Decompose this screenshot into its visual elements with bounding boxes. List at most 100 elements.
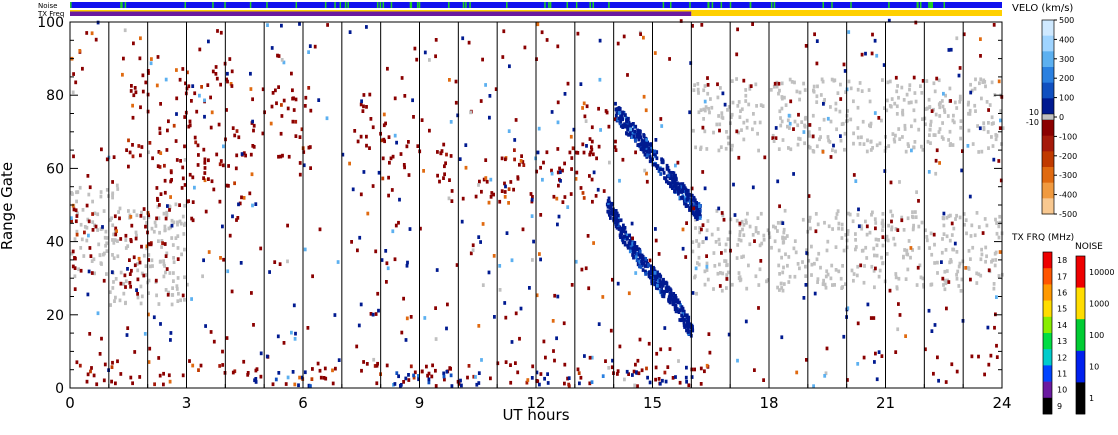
scatter-cell-gs xyxy=(901,111,904,115)
scatter-cell-gs xyxy=(762,237,766,242)
scatter-cell-noise xyxy=(871,32,874,37)
noise-bar-spike xyxy=(324,2,327,8)
scatter-cell-neg xyxy=(487,200,491,205)
scatter-cell-noise xyxy=(387,193,390,198)
scatter-cell-noise xyxy=(203,98,206,103)
scatter-cell-gs xyxy=(982,78,986,83)
scatter-cell-neg xyxy=(590,145,593,149)
scatter-cell-trace xyxy=(695,211,699,216)
scatter-cell-noise xyxy=(536,150,540,155)
scatter-cell-noise xyxy=(204,324,207,328)
scatter-cell-noise xyxy=(228,233,232,238)
scatter-cell-neg xyxy=(235,153,239,158)
scatter-cell-trace xyxy=(608,211,612,216)
scatter-cell-gs xyxy=(997,224,1001,229)
scatter-cell-neg xyxy=(193,135,197,140)
scatter-cell-trace xyxy=(626,117,630,121)
scatter-cell-trace xyxy=(656,270,659,275)
scatter-cell-noise xyxy=(133,350,137,354)
txfreq-scale-tick-label: 15 xyxy=(1057,305,1067,314)
scatter-cell-noise xyxy=(575,150,578,155)
scatter-cell-gs xyxy=(852,278,855,283)
scatter-cell-noise xyxy=(290,71,293,76)
scatter-cell-gs xyxy=(886,238,890,243)
scatter-cell-gs xyxy=(807,258,811,263)
scatter-cell-noise xyxy=(100,336,103,341)
scatter-cell-noise xyxy=(659,347,663,352)
scatter-cell-trace xyxy=(669,182,673,186)
scatter-cell-noise xyxy=(355,344,359,349)
scatter-cell-neg xyxy=(235,218,238,222)
scatter-cell-noise xyxy=(286,375,290,380)
scatter-cell-gs xyxy=(171,286,174,290)
scatter-cell-gs xyxy=(907,239,911,243)
scatter-cell-neg xyxy=(382,123,386,128)
scatter-cell-noise xyxy=(679,19,683,23)
scatter-cell-noise xyxy=(757,306,760,310)
scatter-cell-gs xyxy=(822,278,825,283)
scatter-cell-neg xyxy=(164,216,168,221)
scatter-cell-gs xyxy=(727,105,731,109)
scatter-cell-neg xyxy=(282,98,286,103)
scatter-cell-neg xyxy=(293,382,297,387)
scatter-cell-trace xyxy=(682,320,686,325)
scatter-cell-noise xyxy=(813,32,816,37)
scatter-cell-gs xyxy=(176,234,180,238)
scatter-cell-noise xyxy=(856,362,860,366)
noise-bar-spike xyxy=(376,2,379,8)
scatter-cell-noise xyxy=(360,99,363,104)
scatter-cell-gs xyxy=(719,271,722,275)
scatter-cell-gs xyxy=(778,88,781,93)
scatter-cell-noise xyxy=(282,60,286,65)
scatter-cell-trace xyxy=(642,149,646,154)
scatter-cell-trace xyxy=(642,261,646,266)
scatter-cell-noise xyxy=(400,330,404,335)
scatter-cell-trace xyxy=(647,152,650,157)
scatter-cell-gs xyxy=(894,272,898,276)
scatter-cell-gs xyxy=(812,84,816,89)
scatter-cell-neg xyxy=(203,161,207,165)
scatter-cell-trace xyxy=(650,279,654,284)
scatter-cell-noise xyxy=(198,47,202,52)
scatter-cell-trace xyxy=(660,289,664,294)
scatter-cell-gs xyxy=(699,145,703,150)
scatter-cell-noise xyxy=(72,154,75,159)
scatter-cell-noise xyxy=(609,203,613,208)
txfreq-scale-frame xyxy=(1042,251,1053,415)
scatter-cell-noise xyxy=(280,23,283,28)
scatter-cell-trace xyxy=(654,163,658,168)
scatter-cell-neg xyxy=(597,144,601,149)
scatter-cell-noise xyxy=(419,226,422,231)
scatter-cell-neg xyxy=(563,161,566,166)
scatter-cell-noise xyxy=(248,191,252,196)
scatter-cell-gs xyxy=(850,268,854,273)
scatter-cell-gs xyxy=(162,211,166,216)
scatter-cell-gs xyxy=(865,256,869,260)
scatter-cell-noise xyxy=(788,121,792,126)
scatter-cell-gs xyxy=(875,243,879,248)
scatter-cell-gs xyxy=(809,226,812,231)
txfreq-scale-swatch xyxy=(1043,333,1052,350)
scatter-cell-gs xyxy=(98,253,102,258)
scatter-cell-neg xyxy=(237,135,241,140)
scatter-cell-gs xyxy=(855,273,859,278)
noise-bar-spike xyxy=(70,2,72,8)
scatter-cell-noise xyxy=(900,218,904,223)
scatter-cell-noise xyxy=(471,248,475,253)
scatter-cell-gs xyxy=(938,105,942,110)
scatter-cell-noise xyxy=(986,325,990,330)
scatter-cell-noise xyxy=(623,242,627,247)
txfreq-status-bar xyxy=(70,10,1002,16)
scatter-cell-gs xyxy=(742,233,746,237)
scatter-cell-trace xyxy=(698,204,701,209)
scatter-cell-gs xyxy=(955,106,959,110)
scatter-cell-noise xyxy=(717,206,721,211)
scatter-cell-noise xyxy=(164,77,168,82)
scatter-cell-trace xyxy=(653,149,657,154)
scatter-cell-noise xyxy=(998,126,1002,130)
scatter-cell-neg xyxy=(480,189,483,194)
scatter-cell-noise xyxy=(703,99,707,104)
scatter-cell-gs xyxy=(804,264,807,269)
scatter-cell-gs xyxy=(720,288,724,293)
